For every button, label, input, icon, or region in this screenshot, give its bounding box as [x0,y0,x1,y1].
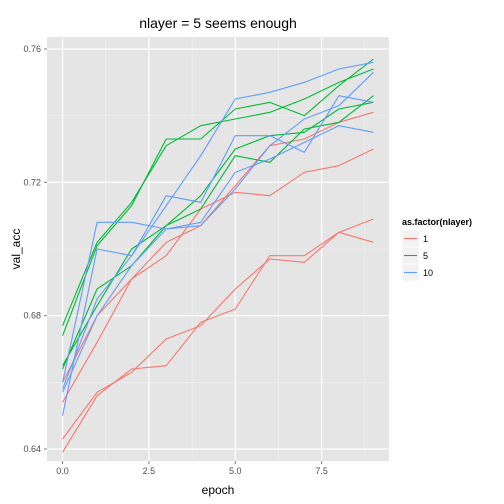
chart-title: nlayer = 5 seems enough [139,15,297,31]
legend-label-1: 1 [423,234,428,244]
series-line-nlayer-1-run-4 [62,111,374,383]
x-axis: 0.0 2.5 5.0 7.5 [56,461,328,476]
x-tick-label: 7.5 [315,466,328,476]
series-line-nlayer-10-run-12 [62,61,374,390]
x-tick-label: 2.5 [143,466,156,476]
legend-label-10: 10 [423,268,433,278]
series-line-nlayer-1-run-2 [62,218,374,440]
y-tick-label: 0.76 [23,44,41,54]
series-lines [62,58,374,453]
legend-title: as.factor(nlayer) [402,217,472,227]
series-line-nlayer-5-run-7 [62,58,374,336]
y-tick-label: 0.64 [23,444,41,454]
legend: as.factor(nlayer) 1 5 10 [401,217,472,282]
series-line-nlayer-10-run-10 [62,71,374,393]
x-axis-title: epoch [202,483,235,497]
grid-minor [47,37,389,461]
y-tick-label: 0.68 [23,311,41,321]
series-line-nlayer-10-run-11 [62,125,374,383]
y-tick-label: 0.72 [23,177,41,187]
series-line-nlayer-1-run-3 [62,148,374,403]
y-axis: 0.64 0.68 0.72 0.76 [23,44,47,454]
x-tick-label: 5.0 [229,466,242,476]
series-line-nlayer-10-run-9 [62,95,374,416]
legend-label-5: 5 [423,251,428,261]
y-axis-title: val_acc [9,229,23,270]
x-tick-label: 0.0 [56,466,69,476]
